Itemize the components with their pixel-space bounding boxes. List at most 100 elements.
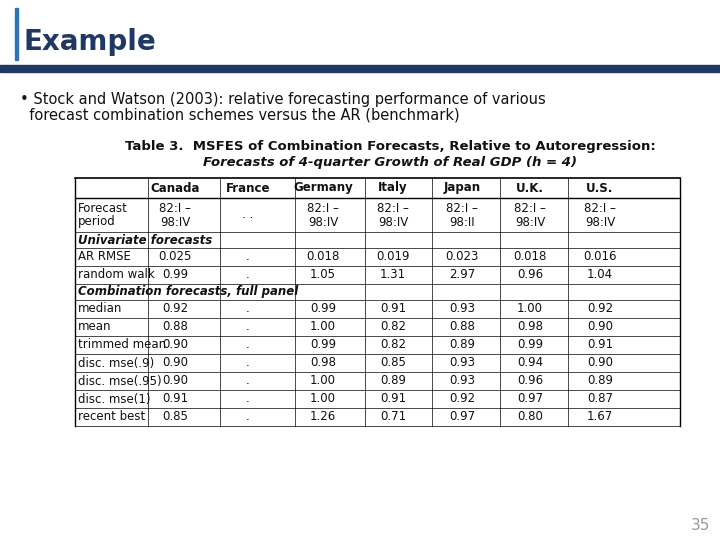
Text: .: . [246,393,250,406]
Text: 0.94: 0.94 [517,356,543,369]
Text: 82:I –: 82:I – [446,201,478,214]
Bar [15,8,18,60]
Text: 0.89: 0.89 [449,339,475,352]
Text: .: . [246,251,250,264]
Text: 0.92: 0.92 [587,302,613,315]
Text: 0.88: 0.88 [162,321,188,334]
Text: 0.91: 0.91 [380,302,406,315]
Text: .: . [246,302,250,315]
Text: U.S.: U.S. [586,181,613,194]
Text: 98:IV: 98:IV [378,215,408,228]
Text: 0.96: 0.96 [517,268,543,281]
Text: random walk: random walk [78,268,155,281]
Text: 1.31: 1.31 [380,268,406,281]
Text: 0.80: 0.80 [517,410,543,423]
Text: 0.89: 0.89 [587,375,613,388]
Text: 0.92: 0.92 [162,302,188,315]
Text: 82:I –: 82:I – [377,201,409,214]
Text: Germany: Germany [293,181,353,194]
Text: 0.90: 0.90 [587,356,613,369]
Text: 82:I –: 82:I – [159,201,191,214]
Text: 0.97: 0.97 [449,410,475,423]
Text: 0.99: 0.99 [310,302,336,315]
Text: mean: mean [78,321,112,334]
Text: .: . [246,268,250,281]
Text: . .: . . [243,208,253,221]
Text: 0.96: 0.96 [517,375,543,388]
Text: Table 3.  MSFES of Combination Forecasts, Relative to Autoregression:: Table 3. MSFES of Combination Forecasts,… [125,140,655,153]
Text: U.K.: U.K. [516,181,544,194]
Text: 0.98: 0.98 [310,356,336,369]
Text: 0.88: 0.88 [449,321,475,334]
Text: recent best: recent best [78,410,145,423]
Text: 0.85: 0.85 [380,356,406,369]
Text: 98:II: 98:II [449,215,474,228]
Text: median: median [78,302,122,315]
Text: Forecast: Forecast [78,201,128,214]
Text: Combination forecasts, full panel: Combination forecasts, full panel [78,286,298,299]
Text: 1.04: 1.04 [587,268,613,281]
Text: 0.91: 0.91 [587,339,613,352]
Text: 0.97: 0.97 [517,393,543,406]
Text: 1.00: 1.00 [517,302,543,315]
Text: Example: Example [24,28,157,56]
Text: 0.71: 0.71 [380,410,406,423]
Text: .: . [246,339,250,352]
Text: 98:IV: 98:IV [308,215,338,228]
Text: 98:IV: 98:IV [585,215,615,228]
Text: 82:I –: 82:I – [307,201,339,214]
Text: 98:IV: 98:IV [160,215,190,228]
Text: 0.82: 0.82 [380,339,406,352]
Text: 35: 35 [690,517,710,532]
Text: 0.023: 0.023 [445,251,479,264]
Text: 1.00: 1.00 [310,375,336,388]
Text: 0.85: 0.85 [162,410,188,423]
Text: 82:I –: 82:I – [514,201,546,214]
Text: period: period [78,215,116,228]
Text: 0.018: 0.018 [513,251,546,264]
Text: disc. mse(.9): disc. mse(.9) [78,356,154,369]
Text: .: . [246,375,250,388]
Text: 0.89: 0.89 [380,375,406,388]
Text: forecast combination schemes versus the AR (benchmark): forecast combination schemes versus the … [20,108,459,123]
Text: 0.87: 0.87 [587,393,613,406]
Text: disc. mse(.95): disc. mse(.95) [78,375,161,388]
Text: .: . [246,321,250,334]
Text: .: . [246,410,250,423]
Text: 2.97: 2.97 [449,268,475,281]
Text: 0.92: 0.92 [449,393,475,406]
Text: 0.93: 0.93 [449,356,475,369]
Text: Italy: Italy [378,181,408,194]
Text: Forecasts of 4-quarter Growth of Real GDP (ℎ = 4): Forecasts of 4-quarter Growth of Real GD… [203,156,577,169]
Text: France: France [226,181,270,194]
Text: disc. mse(1): disc. mse(1) [78,393,150,406]
Text: 1.00: 1.00 [310,321,336,334]
Text: 0.025: 0.025 [158,251,192,264]
Text: 1.00: 1.00 [310,393,336,406]
Text: 1.26: 1.26 [310,410,336,423]
Text: 0.99: 0.99 [517,339,543,352]
Text: 82:I –: 82:I – [584,201,616,214]
Text: 0.91: 0.91 [380,393,406,406]
Text: 0.82: 0.82 [380,321,406,334]
Text: Canada: Canada [150,181,199,194]
Text: trimmed mean: trimmed mean [78,339,166,352]
Text: 0.93: 0.93 [449,302,475,315]
Text: 0.90: 0.90 [162,339,188,352]
Text: 0.90: 0.90 [162,375,188,388]
Text: 0.98: 0.98 [517,321,543,334]
Text: 0.90: 0.90 [587,321,613,334]
Bar [0,65,720,72]
Text: 0.99: 0.99 [162,268,188,281]
Text: 98:IV: 98:IV [515,215,545,228]
Text: 0.016: 0.016 [583,251,617,264]
Text: 0.019: 0.019 [377,251,410,264]
Text: 1.05: 1.05 [310,268,336,281]
Text: 0.93: 0.93 [449,375,475,388]
Text: 1.67: 1.67 [587,410,613,423]
Text: 0.90: 0.90 [162,356,188,369]
Text: 0.018: 0.018 [306,251,340,264]
Text: AR RMSE: AR RMSE [78,251,131,264]
Text: 0.91: 0.91 [162,393,188,406]
Text: Univariate forecasts: Univariate forecasts [78,233,212,246]
